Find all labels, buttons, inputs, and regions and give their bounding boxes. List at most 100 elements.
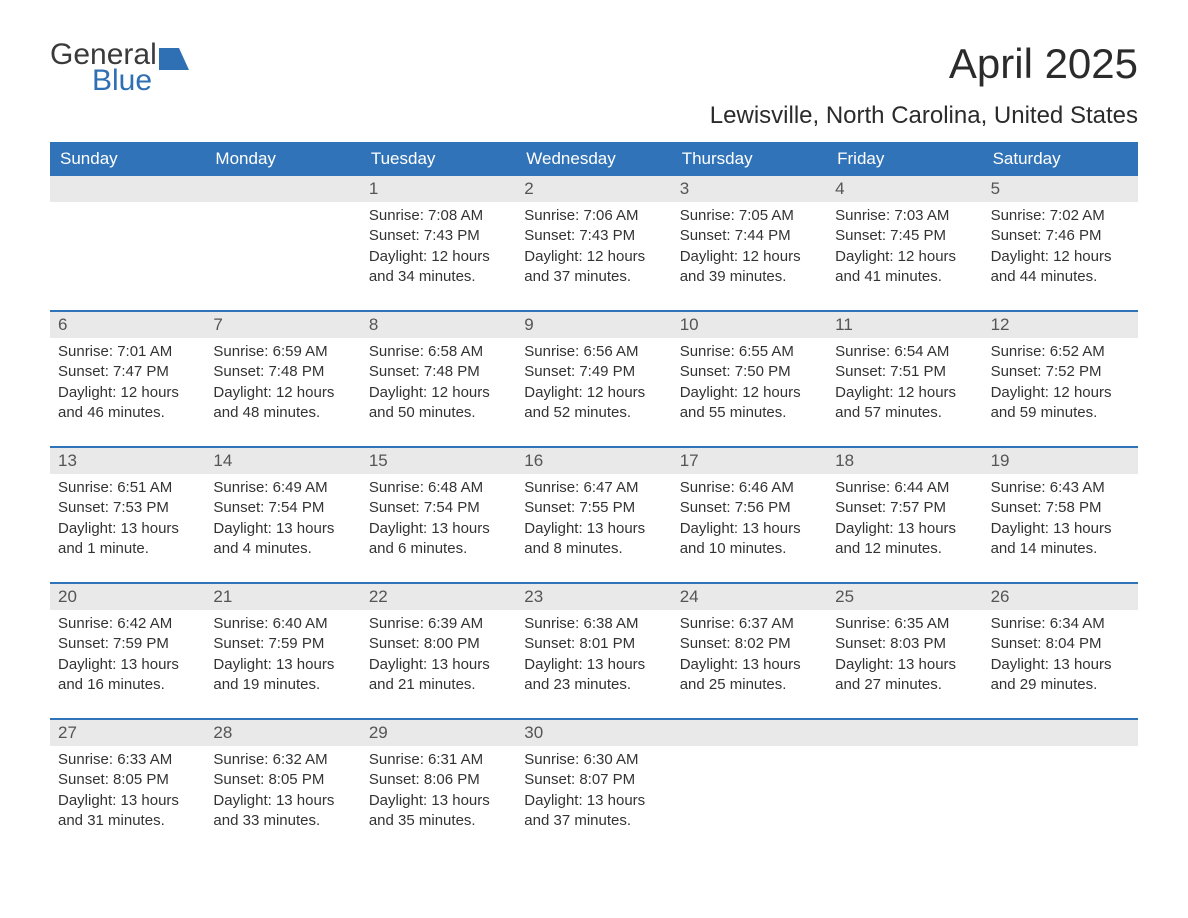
sunset-text: Sunset: 7:43 PM [369, 226, 508, 246]
daylight-text: Daylight: 13 hours and 4 minutes. [213, 519, 352, 560]
day-data: Sunrise: 6:58 AMSunset: 7:48 PMDaylight:… [361, 338, 516, 434]
daylight-text: Daylight: 12 hours and 37 minutes. [524, 247, 663, 288]
day-number: 23 [516, 584, 671, 610]
sunset-text: Sunset: 8:05 PM [58, 770, 197, 790]
daylight-text: Daylight: 13 hours and 14 minutes. [991, 519, 1130, 560]
day-data [205, 202, 360, 298]
sunset-text: Sunset: 8:06 PM [369, 770, 508, 790]
day-data: Sunrise: 6:56 AMSunset: 7:49 PMDaylight:… [516, 338, 671, 434]
day-data: Sunrise: 6:30 AMSunset: 8:07 PMDaylight:… [516, 746, 671, 842]
day-data: Sunrise: 6:35 AMSunset: 8:03 PMDaylight:… [827, 610, 982, 706]
sunset-text: Sunset: 7:58 PM [991, 498, 1130, 518]
day-data: Sunrise: 7:08 AMSunset: 7:43 PMDaylight:… [361, 202, 516, 298]
daylight-text: Daylight: 13 hours and 33 minutes. [213, 791, 352, 832]
day-data [50, 202, 205, 298]
day-number: 12 [983, 312, 1138, 338]
calendar-week: 6Sunrise: 7:01 AMSunset: 7:47 PMDaylight… [50, 310, 1138, 434]
logo-mark-icon [159, 46, 189, 70]
calendar-cell: 28Sunrise: 6:32 AMSunset: 8:05 PMDayligh… [205, 720, 360, 842]
sunset-text: Sunset: 7:54 PM [213, 498, 352, 518]
calendar-cell: 29Sunrise: 6:31 AMSunset: 8:06 PMDayligh… [361, 720, 516, 842]
day-number: 26 [983, 584, 1138, 610]
calendar-cell: 21Sunrise: 6:40 AMSunset: 7:59 PMDayligh… [205, 584, 360, 706]
calendar-cell [205, 176, 360, 298]
sunset-text: Sunset: 7:47 PM [58, 362, 197, 382]
sunset-text: Sunset: 8:02 PM [680, 634, 819, 654]
sunrise-text: Sunrise: 6:51 AM [58, 478, 197, 498]
sunset-text: Sunset: 8:01 PM [524, 634, 663, 654]
sunrise-text: Sunrise: 6:56 AM [524, 342, 663, 362]
day-number [205, 176, 360, 202]
day-data: Sunrise: 6:37 AMSunset: 8:02 PMDaylight:… [672, 610, 827, 706]
page-title: April 2025 [949, 40, 1138, 88]
sunrise-text: Sunrise: 6:38 AM [524, 614, 663, 634]
day-data: Sunrise: 6:31 AMSunset: 8:06 PMDaylight:… [361, 746, 516, 842]
day-number: 22 [361, 584, 516, 610]
daylight-text: Daylight: 13 hours and 21 minutes. [369, 655, 508, 696]
daylight-text: Daylight: 13 hours and 23 minutes. [524, 655, 663, 696]
calendar-week: 1Sunrise: 7:08 AMSunset: 7:43 PMDaylight… [50, 176, 1138, 298]
day-number: 20 [50, 584, 205, 610]
calendar-cell: 4Sunrise: 7:03 AMSunset: 7:45 PMDaylight… [827, 176, 982, 298]
daylight-text: Daylight: 12 hours and 41 minutes. [835, 247, 974, 288]
day-number [50, 176, 205, 202]
day-data: Sunrise: 6:38 AMSunset: 8:01 PMDaylight:… [516, 610, 671, 706]
sunrise-text: Sunrise: 6:37 AM [680, 614, 819, 634]
day-data: Sunrise: 6:46 AMSunset: 7:56 PMDaylight:… [672, 474, 827, 570]
daylight-text: Daylight: 12 hours and 55 minutes. [680, 383, 819, 424]
day-number: 3 [672, 176, 827, 202]
sunset-text: Sunset: 7:59 PM [213, 634, 352, 654]
day-number: 15 [361, 448, 516, 474]
sunrise-text: Sunrise: 6:40 AM [213, 614, 352, 634]
sunrise-text: Sunrise: 6:59 AM [213, 342, 352, 362]
sunset-text: Sunset: 7:48 PM [369, 362, 508, 382]
day-number: 13 [50, 448, 205, 474]
sunrise-text: Sunrise: 7:03 AM [835, 206, 974, 226]
daylight-text: Daylight: 13 hours and 1 minute. [58, 519, 197, 560]
calendar-cell: 23Sunrise: 6:38 AMSunset: 8:01 PMDayligh… [516, 584, 671, 706]
calendar-cell: 27Sunrise: 6:33 AMSunset: 8:05 PMDayligh… [50, 720, 205, 842]
sunset-text: Sunset: 8:04 PM [991, 634, 1130, 654]
day-number: 25 [827, 584, 982, 610]
daylight-text: Daylight: 12 hours and 52 minutes. [524, 383, 663, 424]
calendar-week: 20Sunrise: 6:42 AMSunset: 7:59 PMDayligh… [50, 582, 1138, 706]
calendar-cell: 15Sunrise: 6:48 AMSunset: 7:54 PMDayligh… [361, 448, 516, 570]
daylight-text: Daylight: 13 hours and 16 minutes. [58, 655, 197, 696]
calendar-cell: 13Sunrise: 6:51 AMSunset: 7:53 PMDayligh… [50, 448, 205, 570]
day-number: 7 [205, 312, 360, 338]
sunrise-text: Sunrise: 6:48 AM [369, 478, 508, 498]
sunset-text: Sunset: 7:50 PM [680, 362, 819, 382]
daylight-text: Daylight: 12 hours and 46 minutes. [58, 383, 197, 424]
sunrise-text: Sunrise: 6:32 AM [213, 750, 352, 770]
day-data: Sunrise: 6:43 AMSunset: 7:58 PMDaylight:… [983, 474, 1138, 570]
daylight-text: Daylight: 13 hours and 6 minutes. [369, 519, 508, 560]
header: General Blue April 2025 [50, 40, 1138, 96]
logo: General Blue [50, 40, 189, 96]
sunset-text: Sunset: 7:48 PM [213, 362, 352, 382]
daylight-text: Daylight: 13 hours and 12 minutes. [835, 519, 974, 560]
day-number: 2 [516, 176, 671, 202]
calendar-cell: 8Sunrise: 6:58 AMSunset: 7:48 PMDaylight… [361, 312, 516, 434]
day-data: Sunrise: 7:06 AMSunset: 7:43 PMDaylight:… [516, 202, 671, 298]
calendar-cell: 22Sunrise: 6:39 AMSunset: 8:00 PMDayligh… [361, 584, 516, 706]
sunset-text: Sunset: 7:45 PM [835, 226, 974, 246]
day-data: Sunrise: 6:52 AMSunset: 7:52 PMDaylight:… [983, 338, 1138, 434]
calendar-cell: 1Sunrise: 7:08 AMSunset: 7:43 PMDaylight… [361, 176, 516, 298]
sunset-text: Sunset: 7:57 PM [835, 498, 974, 518]
sunrise-text: Sunrise: 6:52 AM [991, 342, 1130, 362]
day-number: 24 [672, 584, 827, 610]
day-data: Sunrise: 7:02 AMSunset: 7:46 PMDaylight:… [983, 202, 1138, 298]
sunrise-text: Sunrise: 6:42 AM [58, 614, 197, 634]
sunrise-text: Sunrise: 6:34 AM [991, 614, 1130, 634]
calendar: Sunday Monday Tuesday Wednesday Thursday… [50, 142, 1138, 842]
day-number: 18 [827, 448, 982, 474]
calendar-cell: 3Sunrise: 7:05 AMSunset: 7:44 PMDaylight… [672, 176, 827, 298]
day-number: 14 [205, 448, 360, 474]
calendar-cell: 18Sunrise: 6:44 AMSunset: 7:57 PMDayligh… [827, 448, 982, 570]
day-data: Sunrise: 6:33 AMSunset: 8:05 PMDaylight:… [50, 746, 205, 842]
daylight-text: Daylight: 12 hours and 48 minutes. [213, 383, 352, 424]
sunset-text: Sunset: 7:56 PM [680, 498, 819, 518]
sunset-text: Sunset: 7:51 PM [835, 362, 974, 382]
logo-line2: Blue [92, 66, 157, 96]
day-data: Sunrise: 6:42 AMSunset: 7:59 PMDaylight:… [50, 610, 205, 706]
